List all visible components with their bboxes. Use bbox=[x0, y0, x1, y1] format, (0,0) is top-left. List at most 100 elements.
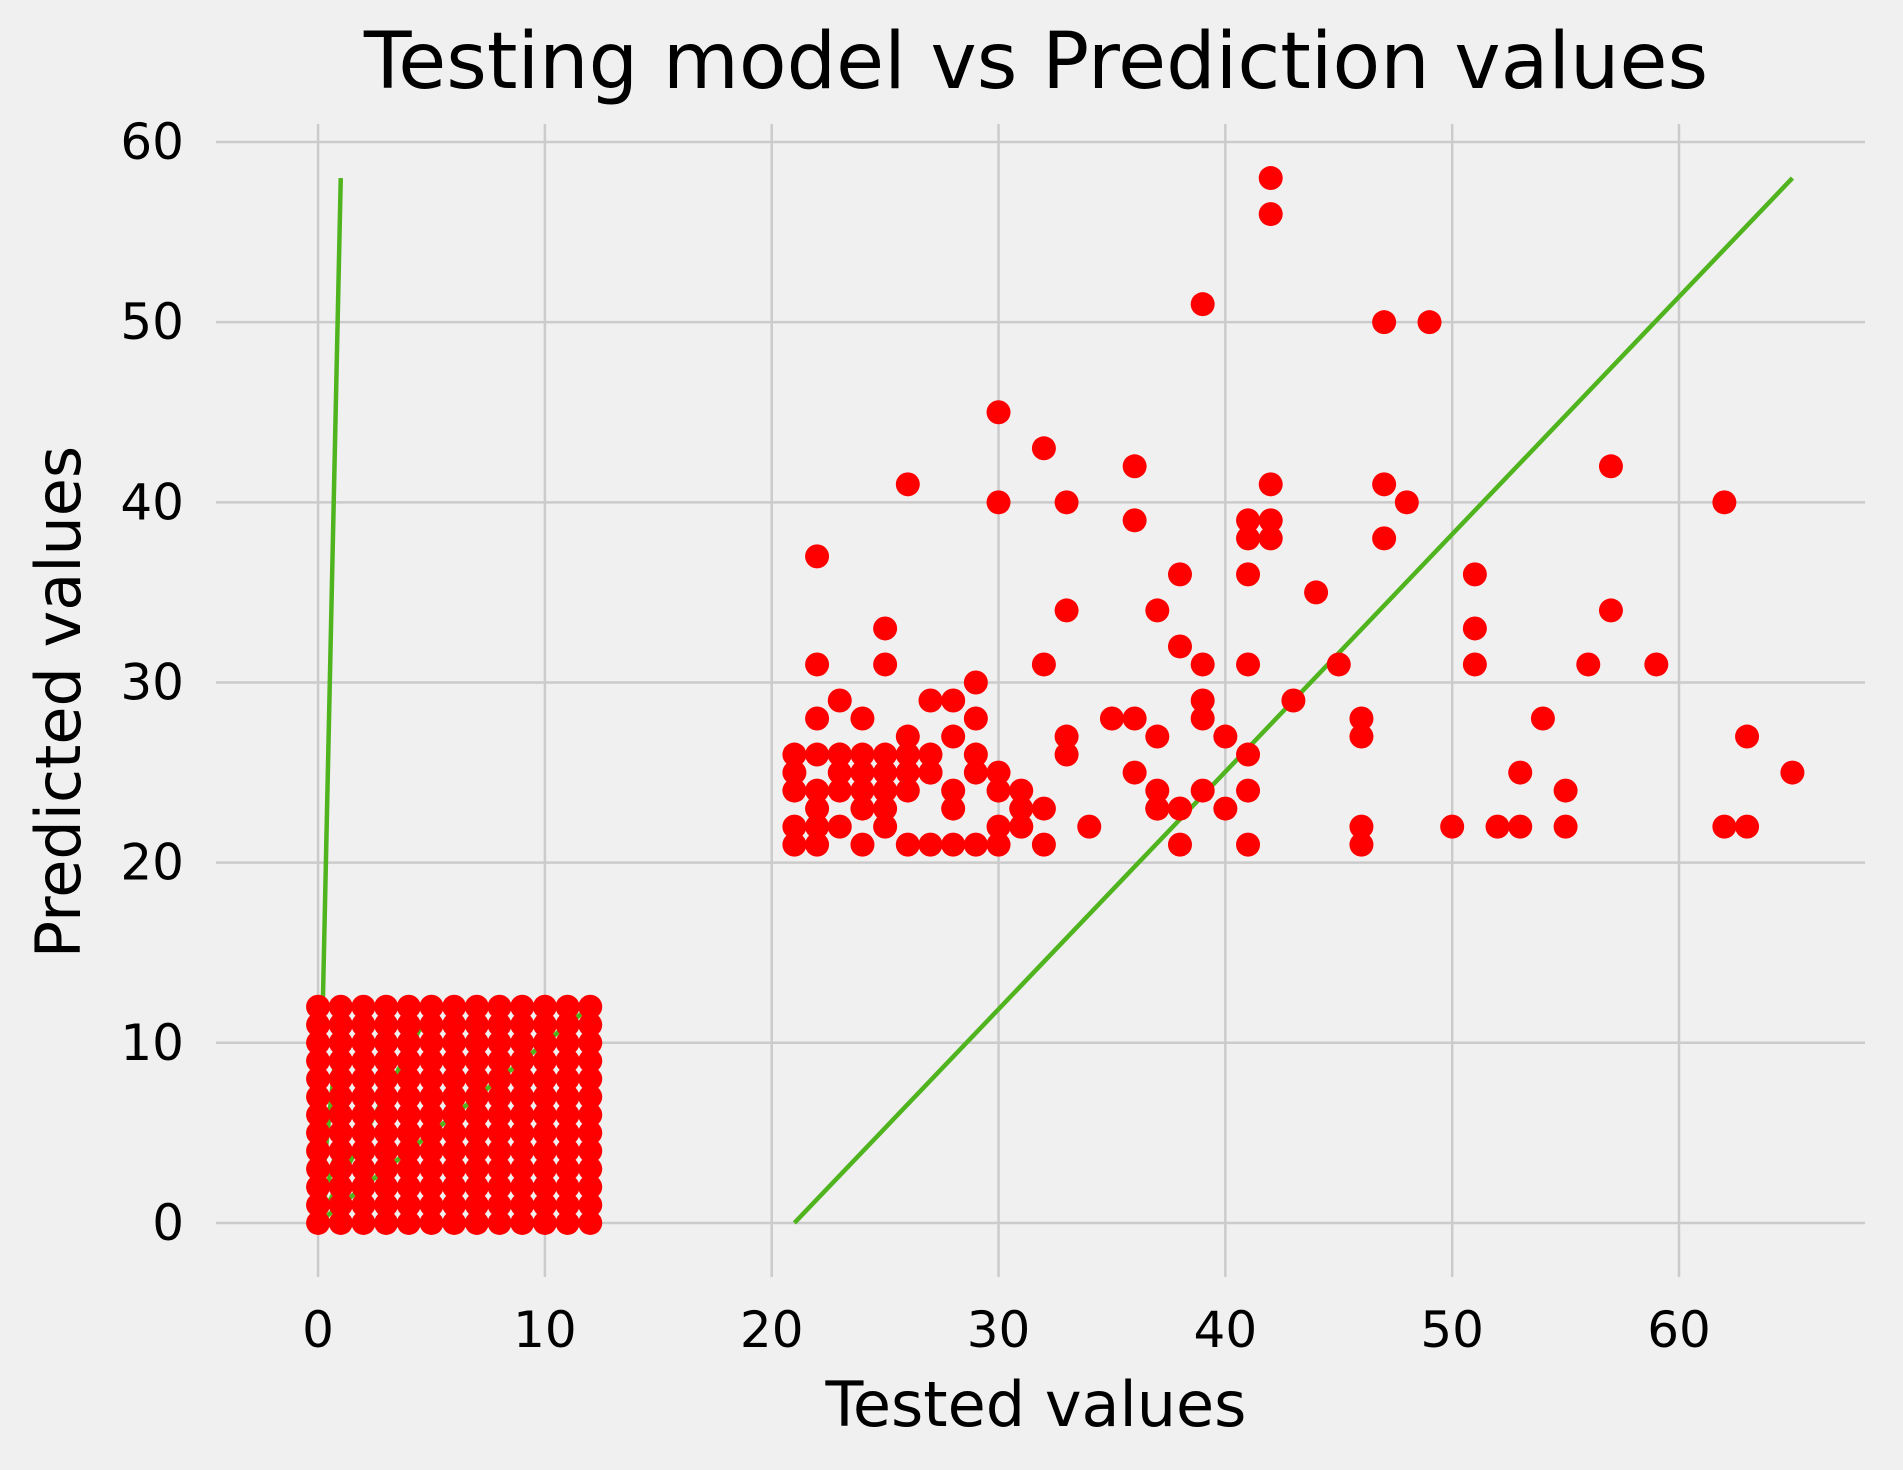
data-point bbox=[328, 1012, 353, 1037]
data-point bbox=[1372, 472, 1397, 497]
data-point bbox=[532, 1120, 557, 1145]
data-point bbox=[351, 1066, 376, 1091]
data-point bbox=[510, 1120, 535, 1145]
data-point bbox=[986, 490, 1011, 515]
data-point bbox=[1009, 796, 1034, 821]
data-point bbox=[306, 1102, 331, 1127]
x-tick-label: 60 bbox=[1647, 1301, 1711, 1359]
data-point bbox=[805, 832, 830, 857]
data-point bbox=[782, 814, 807, 839]
data-point bbox=[986, 760, 1011, 785]
data-point bbox=[1167, 796, 1192, 821]
data-point bbox=[419, 1048, 444, 1073]
data-point bbox=[805, 814, 830, 839]
data-point bbox=[1145, 778, 1170, 803]
data-point bbox=[873, 742, 898, 767]
data-point bbox=[396, 1210, 421, 1235]
data-point bbox=[1009, 814, 1034, 839]
data-point bbox=[827, 814, 852, 839]
data-point bbox=[1281, 688, 1306, 713]
data-point bbox=[532, 1066, 557, 1091]
data-point bbox=[442, 1210, 467, 1235]
data-point bbox=[396, 1048, 421, 1073]
data-point bbox=[419, 1066, 444, 1091]
data-point bbox=[1236, 742, 1261, 767]
y-tick-label: 60 bbox=[120, 113, 184, 171]
data-point bbox=[1009, 778, 1034, 803]
data-point bbox=[351, 1084, 376, 1109]
data-point bbox=[464, 1120, 489, 1145]
data-point bbox=[510, 1174, 535, 1199]
data-point bbox=[1236, 562, 1261, 587]
data-point bbox=[396, 1192, 421, 1217]
data-point bbox=[918, 832, 943, 857]
data-point bbox=[1054, 742, 1079, 767]
data-point bbox=[1145, 724, 1170, 749]
data-point bbox=[442, 1174, 467, 1199]
y-tick-label: 20 bbox=[120, 834, 184, 892]
data-point bbox=[555, 1192, 580, 1217]
data-point bbox=[1462, 616, 1487, 641]
data-point bbox=[487, 1156, 512, 1181]
data-point bbox=[442, 994, 467, 1019]
data-point bbox=[487, 994, 512, 1019]
data-point bbox=[351, 1048, 376, 1073]
data-point bbox=[805, 652, 830, 677]
data-point bbox=[1031, 796, 1056, 821]
data-point bbox=[1236, 832, 1261, 857]
data-point bbox=[419, 1084, 444, 1109]
data-point bbox=[1553, 814, 1578, 839]
data-point bbox=[396, 1030, 421, 1055]
data-point bbox=[510, 1030, 535, 1055]
x-axis-label: Tested values bbox=[825, 1368, 1247, 1441]
data-point bbox=[419, 1012, 444, 1037]
data-point bbox=[805, 778, 830, 803]
data-point bbox=[1167, 562, 1192, 587]
data-point bbox=[850, 742, 875, 767]
data-point bbox=[578, 1102, 603, 1127]
data-point bbox=[532, 1210, 557, 1235]
data-point bbox=[306, 1012, 331, 1037]
data-point bbox=[464, 1048, 489, 1073]
data-point bbox=[510, 1192, 535, 1217]
data-point bbox=[1213, 796, 1238, 821]
data-point bbox=[805, 544, 830, 569]
data-point bbox=[351, 1120, 376, 1145]
data-point bbox=[827, 688, 852, 713]
data-point bbox=[351, 1210, 376, 1235]
data-point bbox=[986, 832, 1011, 857]
data-point bbox=[351, 1156, 376, 1181]
data-point bbox=[374, 1138, 399, 1163]
y-tick-label: 50 bbox=[120, 293, 184, 351]
data-point bbox=[555, 1048, 580, 1073]
data-point bbox=[895, 742, 920, 767]
data-point bbox=[986, 778, 1011, 803]
data-point bbox=[1145, 598, 1170, 623]
data-point bbox=[555, 1030, 580, 1055]
data-point bbox=[351, 1138, 376, 1163]
data-point bbox=[850, 832, 875, 857]
data-point bbox=[328, 1156, 353, 1181]
data-point bbox=[510, 1138, 535, 1163]
x-tick-label: 50 bbox=[1420, 1301, 1484, 1359]
data-point bbox=[487, 1084, 512, 1109]
data-point bbox=[306, 994, 331, 1019]
data-point bbox=[578, 1066, 603, 1091]
x-tick-label: 10 bbox=[513, 1301, 577, 1359]
data-point bbox=[396, 994, 421, 1019]
data-point bbox=[306, 1138, 331, 1163]
data-point bbox=[487, 1066, 512, 1091]
data-point bbox=[442, 1084, 467, 1109]
data-point bbox=[306, 1210, 331, 1235]
data-point bbox=[351, 1192, 376, 1217]
data-point bbox=[963, 742, 988, 767]
data-point bbox=[1349, 832, 1374, 857]
data-point bbox=[510, 1066, 535, 1091]
data-point bbox=[487, 1192, 512, 1217]
data-point bbox=[873, 814, 898, 839]
data-point bbox=[419, 1156, 444, 1181]
data-point bbox=[532, 1156, 557, 1181]
data-point bbox=[941, 832, 966, 857]
data-point bbox=[396, 1156, 421, 1181]
